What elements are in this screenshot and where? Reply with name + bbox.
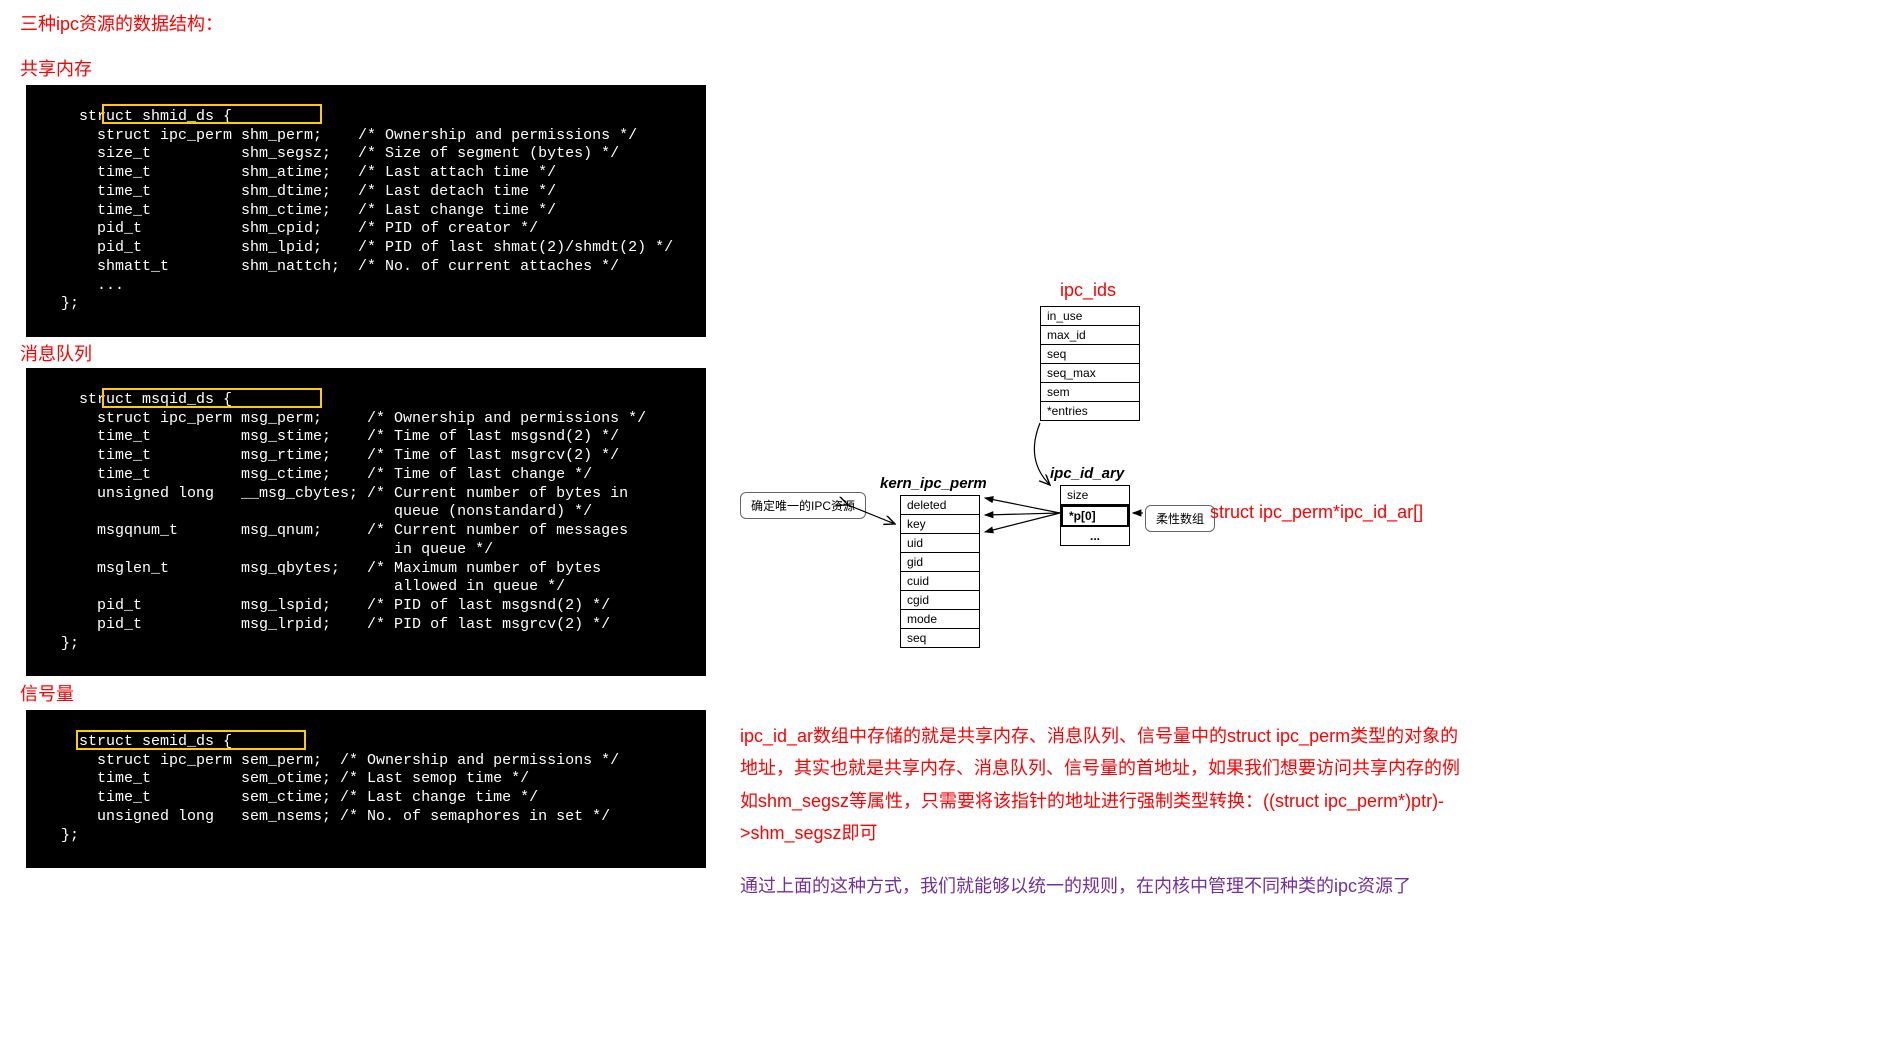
ipc-ids-field: *entries bbox=[1041, 402, 1139, 420]
kern-field: gid bbox=[901, 553, 979, 572]
ipc-id-ary-field: size bbox=[1061, 486, 1129, 505]
sem-code-block: struct semid_ds { struct ipc_perm sem_pe… bbox=[26, 710, 706, 868]
msg-code-block: struct msqid_ds { struct ipc_perm msg_pe… bbox=[26, 368, 706, 676]
flex-array-label: 柔性数组 bbox=[1145, 505, 1215, 532]
ipc-id-ary-box: size *p[0] ... bbox=[1060, 485, 1130, 546]
explanation-red: ipc_id_ar数组中存储的就是共享内存、消息队列、信号量中的struct i… bbox=[740, 720, 1460, 850]
ipc-ids-title: ipc_ids bbox=[1060, 280, 1116, 301]
ipc-ids-field: max_id bbox=[1041, 326, 1139, 345]
sem-code: struct semid_ds { struct ipc_perm sem_pe… bbox=[34, 733, 619, 844]
ipc-id-ary-title: ipc_id_ary bbox=[1050, 465, 1124, 482]
kern-field: cuid bbox=[901, 572, 979, 591]
kern-field: seq bbox=[901, 629, 979, 647]
ipc-ids-field: sem bbox=[1041, 383, 1139, 402]
ipc-ids-field: seq bbox=[1041, 345, 1139, 364]
kern-field: uid bbox=[901, 534, 979, 553]
ipc-diagram: ipc_ids in_use max_id seq seq_max sem *e… bbox=[740, 280, 1440, 700]
ipc-id-ary-field: *p[0] bbox=[1061, 505, 1129, 527]
ipc-id-ary-field: ... bbox=[1061, 527, 1129, 545]
msg-code: struct msqid_ds { struct ipc_perm msg_pe… bbox=[34, 391, 646, 652]
kern-field: cgid bbox=[901, 591, 979, 610]
shm-title: 共享内存 bbox=[20, 55, 92, 81]
explanation-purple: 通过上面的这种方式，我们就能够以统一的规则，在内核中管理不同种类的ipc资源了 bbox=[740, 870, 1460, 902]
sem-title: 信号量 bbox=[20, 680, 74, 706]
unique-ipc-label: 确定唯一的IPC资源 bbox=[740, 492, 866, 519]
kern-ipc-perm-box: deleted key uid gid cuid cgid mode seq bbox=[900, 495, 980, 648]
kern-field: deleted bbox=[901, 496, 979, 515]
ipc-ids-field: in_use bbox=[1041, 307, 1139, 326]
msg-title: 消息队列 bbox=[20, 340, 92, 366]
struct-ptr-label: struct ipc_perm*ipc_id_ar[] bbox=[1210, 502, 1423, 523]
main-title: 三种ipc资源的数据结构： bbox=[20, 10, 223, 36]
ipc-ids-box: in_use max_id seq seq_max sem *entries bbox=[1040, 306, 1140, 421]
ipc-ids-field: seq_max bbox=[1041, 364, 1139, 383]
shm-code: struct shmid_ds { struct ipc_perm shm_pe… bbox=[34, 108, 673, 313]
shm-code-block: struct shmid_ds { struct ipc_perm shm_pe… bbox=[26, 85, 706, 337]
kern-ipc-perm-title: kern_ipc_perm bbox=[880, 475, 987, 492]
kern-field: mode bbox=[901, 610, 979, 629]
kern-field: key bbox=[901, 515, 979, 534]
